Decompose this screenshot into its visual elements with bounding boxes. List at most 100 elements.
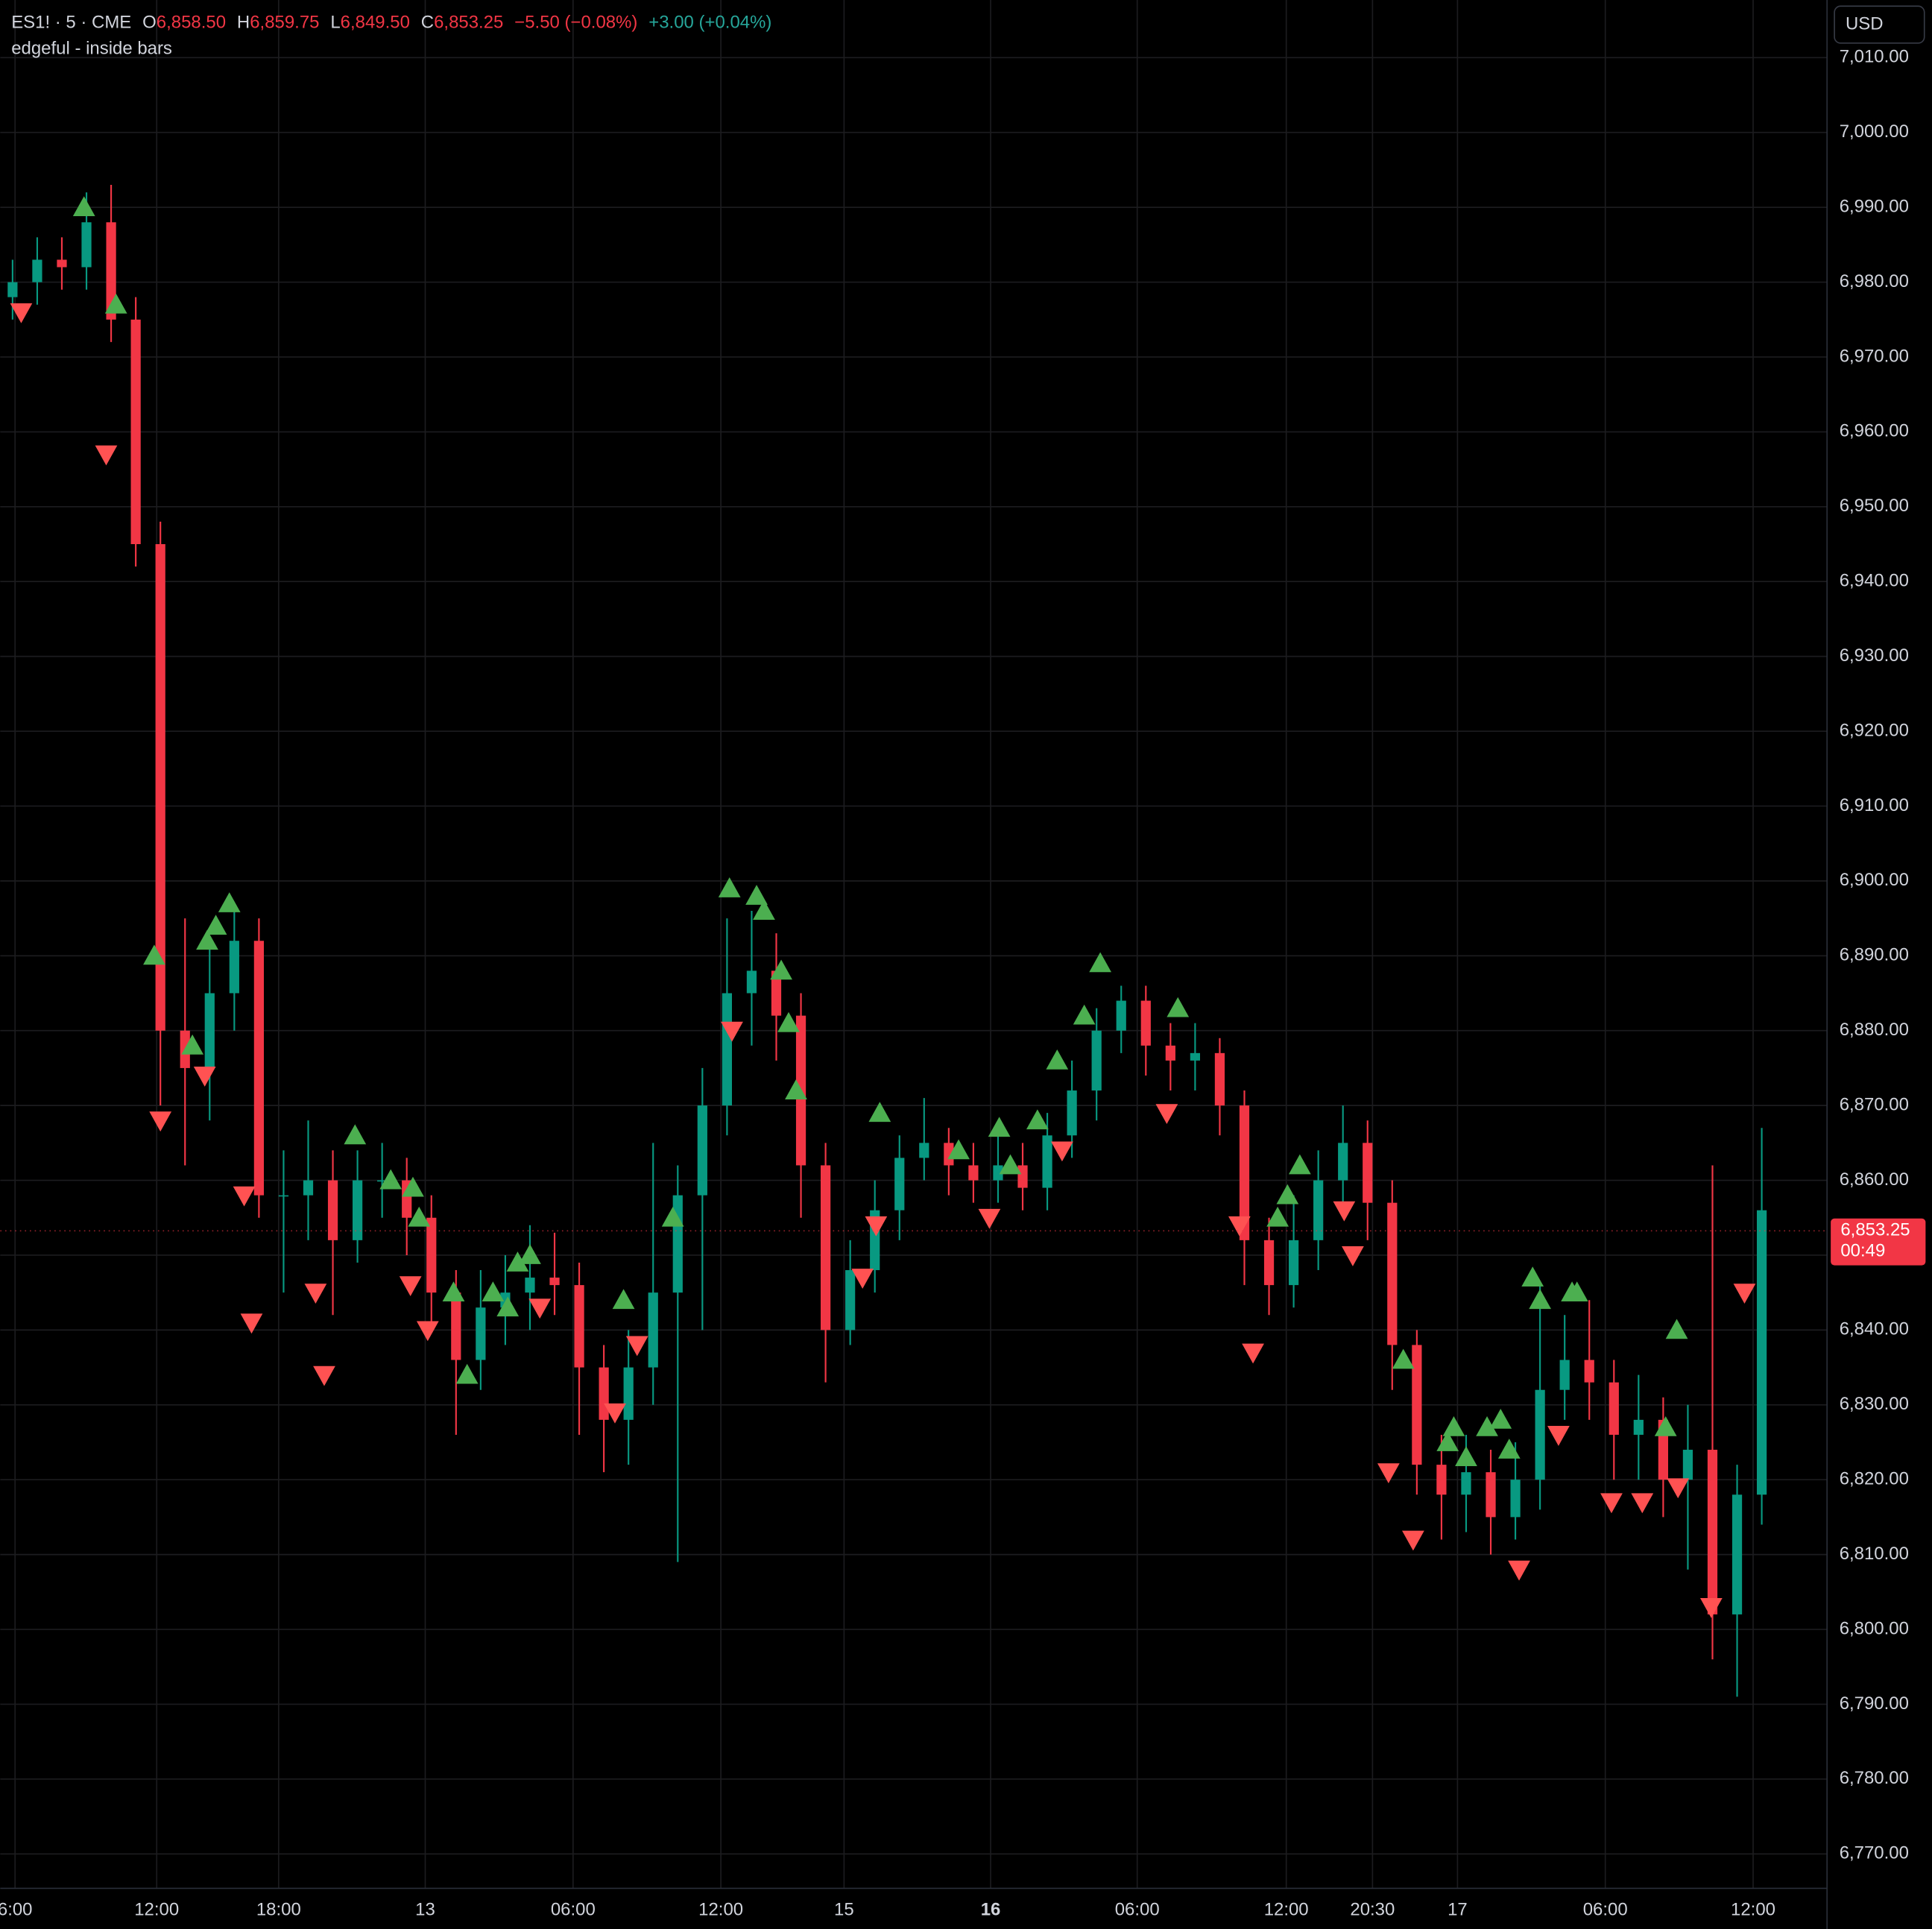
candle-body	[229, 941, 239, 994]
signal-up	[1442, 1416, 1465, 1436]
candle-body	[968, 1165, 979, 1181]
candle-body	[1017, 1165, 1028, 1188]
y-tick-label: 6,920.00	[1840, 720, 1909, 740]
y-tick-label: 6,950.00	[1840, 496, 1909, 516]
label: C	[421, 13, 434, 33]
signal-up	[1392, 1348, 1415, 1369]
signal-up	[379, 1169, 402, 1190]
signal-up	[408, 1206, 431, 1227]
grid	[0, 0, 1828, 1889]
x-tick-label: 18:00	[256, 1900, 301, 1920]
signal-up	[218, 892, 241, 912]
signal-up	[344, 1124, 367, 1145]
currency[interactable]: USD	[1846, 13, 1884, 34]
last-price: 6,853.25	[1840, 1220, 1910, 1240]
candle-body	[57, 259, 67, 268]
candle-body	[1091, 1030, 1102, 1091]
y-tick-label: 6,860.00	[1840, 1169, 1909, 1190]
y-tick-label: 6,870.00	[1840, 1094, 1909, 1114]
value: 6,849.50	[341, 13, 410, 33]
y-tick-label: 6,880.00	[1840, 1020, 1909, 1040]
candle-body	[1140, 1000, 1151, 1046]
signal-down	[193, 1067, 216, 1087]
signal-down	[604, 1403, 626, 1424]
x-tick-label: 20:30	[1350, 1900, 1395, 1920]
candle-body	[352, 1180, 363, 1240]
signal-up	[745, 885, 768, 905]
symbol: ES1! · 5 · CME	[11, 13, 131, 33]
label: H	[237, 13, 250, 33]
candle-body	[574, 1285, 584, 1368]
candle-body	[1436, 1465, 1447, 1495]
candle-body	[1510, 1480, 1521, 1518]
signal-up	[1276, 1184, 1299, 1205]
signal-down	[1699, 1598, 1723, 1618]
x-tick-label: 06:00	[551, 1900, 596, 1920]
signal-up	[1455, 1446, 1477, 1466]
signal-down	[1600, 1493, 1623, 1514]
signal-up	[1288, 1154, 1311, 1175]
candle-body	[278, 1195, 289, 1197]
candle-body	[253, 941, 265, 1196]
last-price-box	[1831, 1218, 1926, 1266]
y-tick-label: 6,790.00	[1840, 1693, 1909, 1714]
signal-up	[1266, 1206, 1289, 1227]
signal-up	[947, 1139, 970, 1160]
candle-body	[377, 1180, 388, 1182]
candle-body	[1731, 1494, 1743, 1614]
x-tick-label: 13	[415, 1900, 435, 1920]
signal-down	[1547, 1426, 1570, 1446]
value: 6,858.50	[157, 13, 226, 33]
candle-body	[1214, 1052, 1225, 1106]
signal-down	[1342, 1246, 1364, 1266]
x-tick-label: 12:00	[1264, 1900, 1309, 1920]
signal-up	[999, 1154, 1022, 1175]
candle-body	[549, 1278, 560, 1286]
signal-up	[1073, 1004, 1096, 1025]
signal-down	[625, 1336, 648, 1357]
currency-button[interactable]	[1834, 5, 1925, 44]
signal-down	[1402, 1530, 1424, 1551]
candle-body	[476, 1307, 486, 1360]
candle-body	[1584, 1360, 1594, 1383]
candle-body	[303, 1180, 314, 1196]
x-tick-label: 6:00	[0, 1900, 32, 1920]
signal-down	[1333, 1201, 1356, 1222]
signal-up	[1665, 1319, 1688, 1339]
y-tick-label: 6,990.00	[1840, 196, 1909, 216]
signal-down	[240, 1313, 263, 1334]
candle-body	[1165, 1045, 1175, 1061]
y-tick-label: 6,960.00	[1840, 421, 1909, 441]
signal-down	[528, 1298, 552, 1319]
signal-up	[1565, 1281, 1588, 1302]
indicator-name[interactable]: edgeful - inside bars	[11, 38, 172, 58]
signal-down	[851, 1269, 874, 1289]
candle-body	[894, 1158, 905, 1210]
candle-body	[204, 993, 215, 1068]
signal-down	[313, 1366, 335, 1386]
signal-up	[506, 1251, 529, 1272]
extended-change: +3.00 (+0.04%)	[648, 13, 771, 33]
candle-body	[106, 222, 116, 320]
candle-body	[1756, 1210, 1767, 1495]
candle-body	[993, 1165, 1003, 1181]
signal-up	[770, 959, 792, 980]
x-tick-label: 12:00	[1731, 1900, 1775, 1920]
candle-body	[1067, 1090, 1077, 1136]
x-tick-label: 12:00	[134, 1900, 179, 1920]
candle-body	[1461, 1472, 1471, 1495]
axes: 6,770.00 6,780.00 6,790.00 6,800.00 6,810.00…	[0, 47, 1909, 1920]
signal-up	[777, 1011, 800, 1032]
signal-up	[482, 1281, 505, 1302]
candle-body	[1682, 1450, 1693, 1480]
candle-body	[623, 1367, 634, 1420]
signal-down	[149, 1111, 172, 1132]
signal-up	[1529, 1289, 1551, 1310]
x-tick-label: 06:00	[1115, 1900, 1160, 1920]
signal-up	[785, 1079, 807, 1099]
signal-up	[72, 196, 95, 217]
candle-body	[1263, 1240, 1275, 1286]
